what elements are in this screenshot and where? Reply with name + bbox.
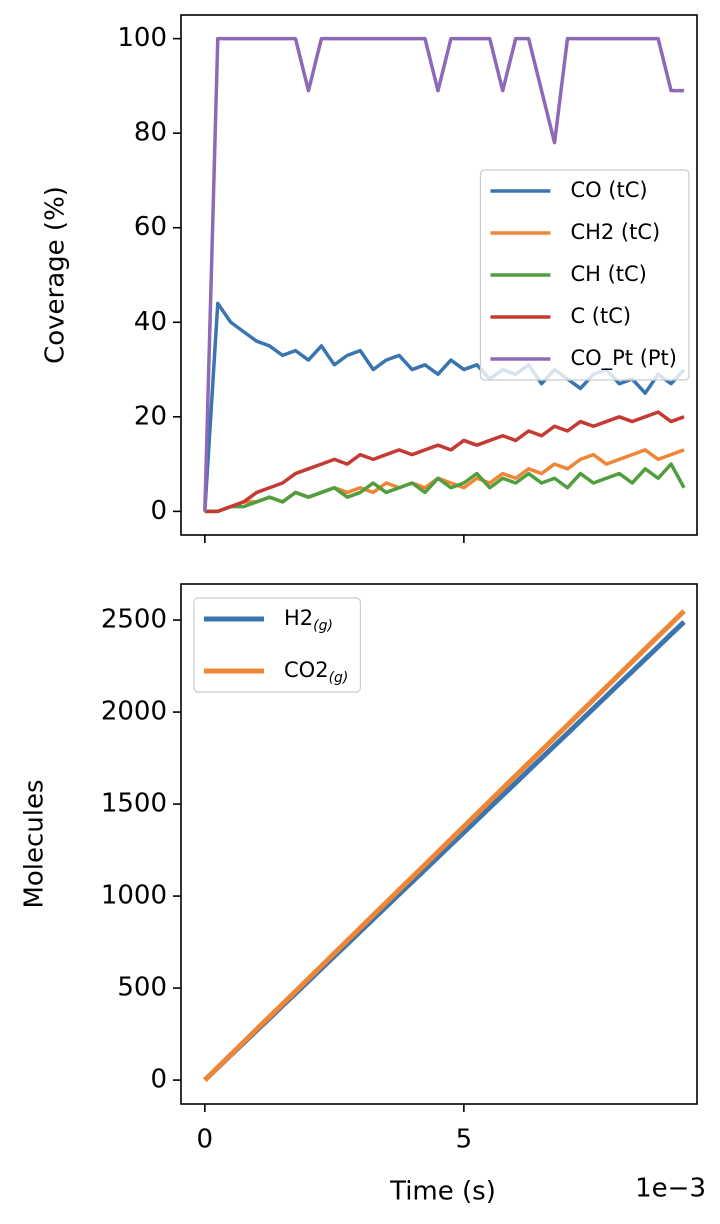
- legend-label-text: CO (tC): [570, 178, 647, 202]
- legend-label: C (tC): [570, 304, 631, 328]
- y-tick-label: 40: [134, 307, 167, 337]
- series-line: [203, 609, 686, 1082]
- y-tick-label: 0: [150, 496, 167, 526]
- y-tick-label: 80: [134, 118, 167, 148]
- y-tick-label: 60: [134, 212, 167, 242]
- legend-label: CO2(g): [284, 658, 348, 686]
- legend: CO (tC) CH2 (tC) CH (tC) C (tC) CO_Pt (Pt): [479, 169, 690, 381]
- legend-items: H2(g)CO2(g): [204, 606, 348, 686]
- legend-label-text: CH (tC): [570, 262, 646, 286]
- axes-frame: [180, 583, 698, 1105]
- subplot: 0 500 1000 1500 2000 2500 0 5 Molecules Time (s) 1…: [20, 583, 706, 1207]
- legend: H2(g)CO2(g): [193, 597, 361, 693]
- y-axis-label: Coverage (%): [41, 186, 71, 364]
- legend-label-text: CO2: [284, 658, 329, 682]
- y-tick-label: 0: [150, 1065, 167, 1095]
- legend-label-subscript: (g): [313, 618, 333, 634]
- legend-label-text: H2: [284, 606, 313, 630]
- legend-label: CH (tC): [570, 262, 646, 286]
- legend-label: CO_Pt (Pt): [570, 346, 677, 371]
- y-tick-label: 20: [134, 401, 167, 431]
- series-line: [203, 36, 685, 512]
- y-tick-label: 2000: [101, 697, 167, 727]
- series-line: [204, 410, 685, 514]
- y-tick-label: 100: [117, 23, 167, 53]
- legend-label-subscript: (g): [329, 670, 349, 686]
- x-tick-label: 5: [456, 1125, 473, 1155]
- y-tick-label: 500: [117, 973, 167, 1003]
- y-tick-label: 2500: [101, 605, 167, 635]
- legend-label-text: C (tC): [570, 304, 631, 328]
- x-tick-label: 0: [197, 1125, 214, 1155]
- legend-label: H2(g): [284, 606, 333, 634]
- legend-box: [479, 169, 690, 381]
- legend-items: CO (tC) CH2 (tC) CH (tC) C (tC) CO_Pt (Pt): [490, 178, 677, 371]
- x-axis-label: Time (s): [389, 1177, 496, 1207]
- legend-label: CO (tC): [570, 178, 647, 202]
- legend-label-text: CO_Pt (Pt): [570, 346, 677, 371]
- legend-label-text: CH2 (tC): [570, 220, 660, 244]
- x-offset-text: 1e−3: [635, 1174, 706, 1204]
- legend-label: CH2 (tC): [570, 220, 660, 244]
- y-tick-label: 1500: [101, 789, 167, 819]
- series-line: [204, 462, 686, 514]
- y-tick-label: 1000: [101, 881, 167, 911]
- y-axis-label: Molecules: [20, 779, 50, 908]
- series-line: [204, 448, 685, 514]
- axes-frame: [180, 14, 698, 536]
